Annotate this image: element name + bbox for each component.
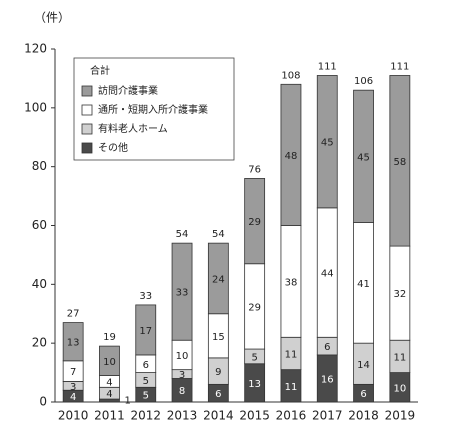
legend-swatch (81, 104, 93, 116)
segment-label: 1 (124, 396, 130, 407)
legend-box (73, 57, 235, 161)
segment-label: 5 (143, 391, 149, 402)
y-tick-label: 20 (32, 336, 47, 350)
x-tick-label: 2015 (239, 409, 270, 423)
x-tick-label: 2014 (203, 409, 234, 423)
segment-label: 10 (103, 357, 116, 368)
segment-label: 41 (357, 279, 370, 290)
segment-label: 15 (212, 332, 225, 343)
segment-label: 7 (70, 367, 76, 378)
y-tick-label: 0 (39, 395, 47, 409)
segment-label: 10 (176, 351, 189, 362)
segment-label: 44 (321, 269, 334, 280)
segment-label: 29 (248, 302, 261, 313)
bar-segment (99, 345, 120, 376)
bar-segment (389, 75, 411, 247)
x-tick-label: 2013 (167, 409, 198, 423)
total-label: 111 (318, 61, 337, 72)
total-label: 108 (281, 70, 300, 81)
legend-swatch (81, 123, 93, 135)
segment-label: 38 (285, 277, 298, 288)
segment-label: 3 (179, 370, 185, 381)
segment-label: 9 (215, 367, 221, 378)
x-tick-label: 2019 (385, 409, 416, 423)
bar-segment (244, 178, 266, 265)
segment-label: 4 (70, 392, 76, 403)
segment-label: 11 (285, 382, 298, 393)
segment-label: 11 (285, 349, 298, 360)
legend-title: 合計 (90, 64, 110, 77)
segment-label: 17 (139, 326, 152, 337)
segment-label: 6 (360, 389, 366, 400)
bar-segment (135, 304, 157, 356)
y-tick-label: 100 (24, 100, 47, 114)
segment-label: 13 (248, 379, 261, 390)
y-unit: （件） (34, 11, 70, 25)
total-label: 54 (212, 229, 225, 240)
legend-label: 訪問介護事業 (98, 84, 158, 97)
bar-segment (280, 83, 302, 226)
total-label: 19 (103, 332, 116, 343)
x-tick-label: 2011 (94, 409, 125, 423)
segment-label: 48 (285, 151, 298, 162)
legend-label: 有料老人ホーム (98, 122, 168, 135)
x-tick-label: 2010 (58, 409, 89, 423)
y-tick-label: 40 (32, 277, 47, 291)
segment-label: 16 (321, 374, 334, 385)
segment-label: 24 (212, 274, 225, 285)
legend-swatch (81, 85, 93, 97)
bar-segment (62, 322, 84, 362)
y-tick-label: 60 (32, 218, 47, 232)
segment-label: 58 (393, 157, 406, 168)
segment-label: 11 (393, 352, 406, 363)
segment-label: 3 (70, 382, 76, 393)
segment-label: 32 (393, 289, 406, 300)
bar-segment (316, 75, 338, 209)
segment-label: 5 (251, 352, 257, 363)
segment-label: 5 (143, 376, 149, 387)
y-tick-label: 120 (24, 42, 47, 56)
segment-label: 6 (215, 389, 221, 400)
bar-segment (207, 242, 229, 315)
legend-label: その他 (98, 141, 128, 154)
segment-label: 14 (357, 360, 370, 371)
x-tick-label: 2017 (312, 409, 343, 423)
bar-segment (171, 242, 193, 341)
x-tick-label: 2018 (348, 409, 379, 423)
segment-label: 29 (248, 217, 261, 228)
segment-label: 13 (67, 338, 80, 349)
x-tick-label: 2016 (276, 409, 307, 423)
segment-label: 8 (179, 386, 185, 397)
segment-label: 45 (357, 152, 370, 163)
segment-label: 6 (143, 360, 149, 371)
total-label: 76 (248, 164, 261, 175)
segment-label: 4 (106, 389, 112, 400)
total-label: 33 (139, 291, 152, 302)
y-tick-label: 80 (32, 159, 47, 173)
segment-label: 6 (324, 342, 330, 353)
segment-label: 33 (176, 288, 189, 299)
legend-label: 通所・短期入所介護事業 (98, 103, 208, 116)
x-tick-label: 2012 (130, 409, 161, 423)
segment-label: 10 (393, 383, 406, 394)
total-label: 111 (390, 61, 409, 72)
legend-swatch (81, 142, 93, 154)
bar-segment (353, 89, 374, 223)
total-label: 54 (176, 229, 189, 240)
segment-label: 4 (106, 377, 112, 388)
total-label: 106 (354, 76, 373, 87)
total-label: 27 (67, 309, 80, 320)
segment-label: 45 (321, 138, 334, 149)
